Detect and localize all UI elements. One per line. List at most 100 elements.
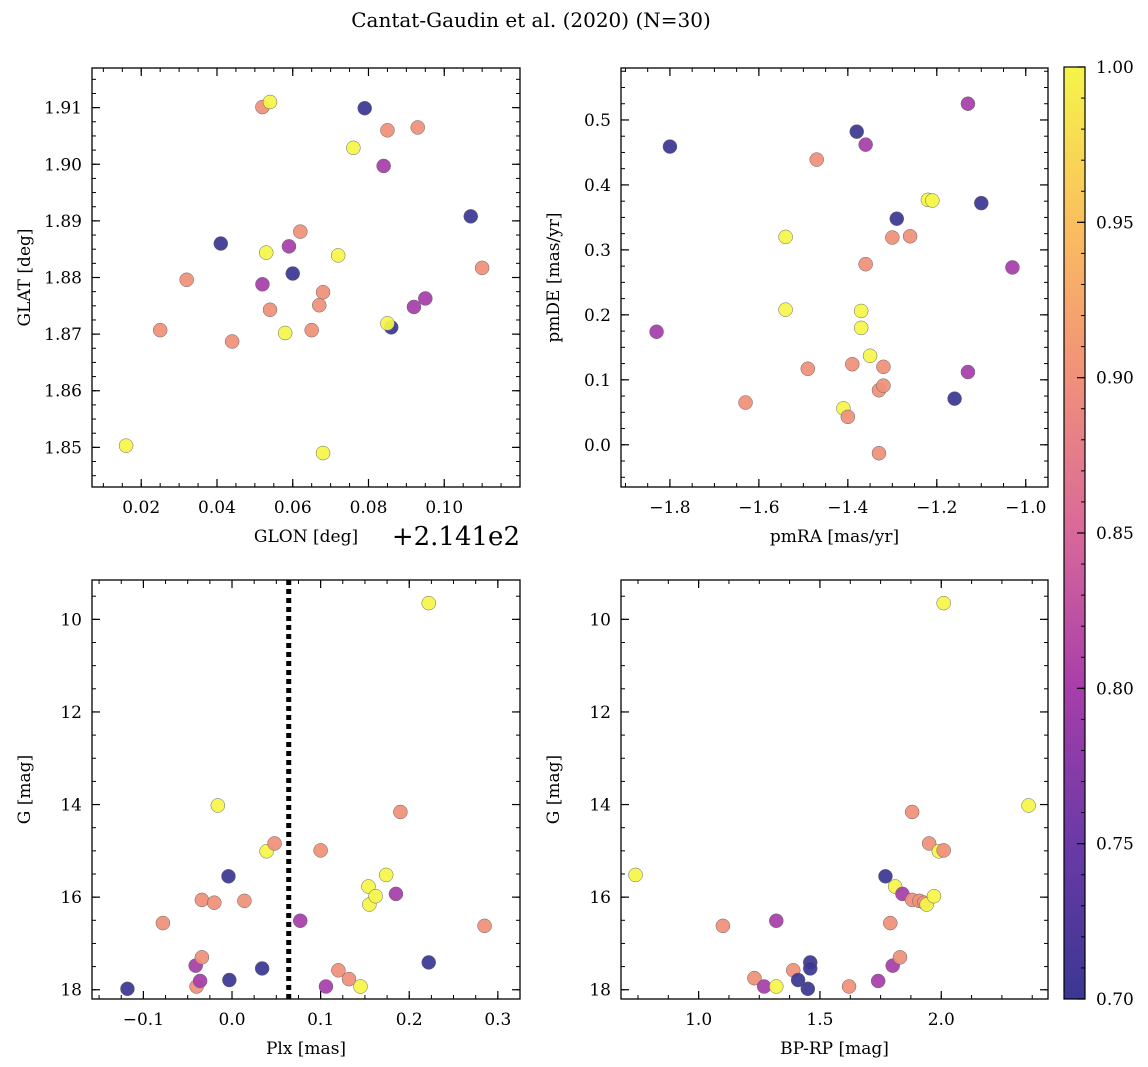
panel-pm: −1.8 −1.6 −1.4 −1.2 −1.0 0.0 0.1 0.2 0.3 0.4 0.5 pm… bbox=[544, 67, 1049, 547]
data-point bbox=[285, 266, 300, 281]
data-point bbox=[809, 152, 824, 167]
data-point bbox=[738, 395, 753, 410]
y-axis-label: G [mag] bbox=[15, 755, 35, 824]
y-tick-label: 0.2 bbox=[584, 306, 611, 326]
y-tick-label: 14 bbox=[589, 796, 611, 816]
data-point bbox=[421, 595, 436, 611]
y-tick-label: 10 bbox=[60, 610, 82, 630]
data-point bbox=[262, 94, 278, 110]
data-point bbox=[845, 356, 860, 372]
y-tick-label: 1.88 bbox=[44, 269, 82, 289]
data-point bbox=[747, 970, 762, 986]
x-tick-label: 0.10 bbox=[425, 498, 463, 518]
data-point bbox=[406, 299, 422, 315]
data-point bbox=[871, 445, 887, 461]
x-tick-label: −1.0 bbox=[1005, 498, 1046, 518]
x-tick-label: 0.2 bbox=[396, 1010, 423, 1030]
data-point bbox=[357, 100, 372, 116]
data-point bbox=[255, 277, 270, 292]
data-point bbox=[904, 804, 920, 820]
data-point bbox=[947, 391, 962, 406]
x-tick-label: −1.8 bbox=[649, 498, 690, 518]
data-point bbox=[870, 973, 886, 989]
x-tick-label: 0.0 bbox=[218, 1010, 245, 1030]
data-point bbox=[715, 918, 731, 934]
data-point bbox=[800, 361, 816, 377]
data-point bbox=[849, 124, 864, 139]
data-point bbox=[120, 981, 135, 997]
data-point bbox=[769, 979, 784, 994]
data-point bbox=[853, 303, 869, 319]
y-tick-label: 18 bbox=[589, 981, 611, 1001]
data-point bbox=[194, 950, 210, 965]
data-point bbox=[262, 302, 278, 318]
data-point bbox=[292, 913, 308, 929]
data-point bbox=[313, 843, 328, 858]
data-point bbox=[312, 297, 327, 313]
x-tick-label: 0.1 bbox=[307, 1010, 334, 1030]
data-point bbox=[876, 378, 891, 393]
data-point bbox=[649, 324, 664, 339]
data-point bbox=[802, 961, 818, 976]
data-point bbox=[463, 209, 479, 224]
y-tick-label: 0.5 bbox=[584, 111, 611, 131]
data-point bbox=[179, 272, 194, 288]
data-point bbox=[421, 955, 436, 970]
x-axis-label: pmRA [mas/yr] bbox=[770, 527, 899, 547]
data-point bbox=[477, 918, 492, 934]
figure-title: Cantat-Gaudin et al. (2020) (N=30) bbox=[351, 8, 711, 32]
data-point bbox=[662, 139, 678, 154]
data-point bbox=[213, 236, 229, 251]
data-point bbox=[192, 973, 208, 989]
y-tick-label: 16 bbox=[589, 888, 611, 908]
data-point bbox=[883, 915, 898, 931]
y-axis-label: G [mag] bbox=[544, 755, 564, 824]
x-tick-label: −1.6 bbox=[738, 498, 779, 518]
data-point bbox=[892, 950, 908, 965]
data-point bbox=[393, 804, 408, 820]
x-tick-label: −0.1 bbox=[123, 1010, 164, 1030]
x-tick-label: −1.2 bbox=[916, 498, 957, 518]
x-tick-label: 0.3 bbox=[484, 1010, 511, 1030]
data-point bbox=[155, 915, 171, 931]
y-tick-label: 0.3 bbox=[584, 241, 611, 261]
data-point bbox=[368, 888, 383, 904]
data-point bbox=[318, 979, 334, 994]
data-point bbox=[902, 228, 918, 244]
x-axis-label: Plx [mas] bbox=[266, 1039, 346, 1059]
data-point bbox=[378, 867, 394, 883]
data-point bbox=[222, 972, 237, 988]
data-point bbox=[207, 895, 222, 910]
data-point bbox=[152, 322, 168, 338]
data-point bbox=[267, 836, 282, 851]
x-offset-text: +2.141e2 bbox=[392, 522, 520, 552]
x-tick-label: −1.4 bbox=[827, 498, 868, 518]
y-tick-label: 16 bbox=[60, 888, 82, 908]
x-tick-label: 0.02 bbox=[122, 498, 160, 518]
x-tick-label: 1.0 bbox=[685, 1010, 712, 1030]
data-point bbox=[840, 409, 856, 425]
data-point bbox=[853, 320, 869, 336]
data-point bbox=[258, 245, 274, 260]
data-point bbox=[194, 892, 210, 908]
data-point bbox=[936, 595, 951, 611]
colorbar-tick-label: 0.95 bbox=[1096, 213, 1134, 233]
y-tick-label: 1.91 bbox=[44, 99, 82, 119]
data-point bbox=[410, 120, 425, 135]
data-point bbox=[237, 893, 252, 909]
colorbar-tick-label: 0.90 bbox=[1096, 369, 1134, 389]
y-tick-label: 18 bbox=[60, 981, 82, 1001]
x-tick-label: 1.5 bbox=[806, 1010, 833, 1030]
data-point bbox=[628, 867, 643, 883]
data-point bbox=[960, 96, 976, 111]
data-point bbox=[878, 869, 893, 884]
data-point bbox=[921, 836, 937, 851]
axes-frame bbox=[91, 579, 521, 1000]
data-point bbox=[974, 195, 989, 211]
y-tick-label: 14 bbox=[60, 796, 82, 816]
data-point bbox=[376, 158, 391, 174]
x-axis-label: GLON [deg] bbox=[254, 527, 358, 547]
y-tick-label: 0.0 bbox=[584, 436, 611, 456]
data-point bbox=[331, 963, 346, 978]
data-point bbox=[330, 248, 346, 263]
